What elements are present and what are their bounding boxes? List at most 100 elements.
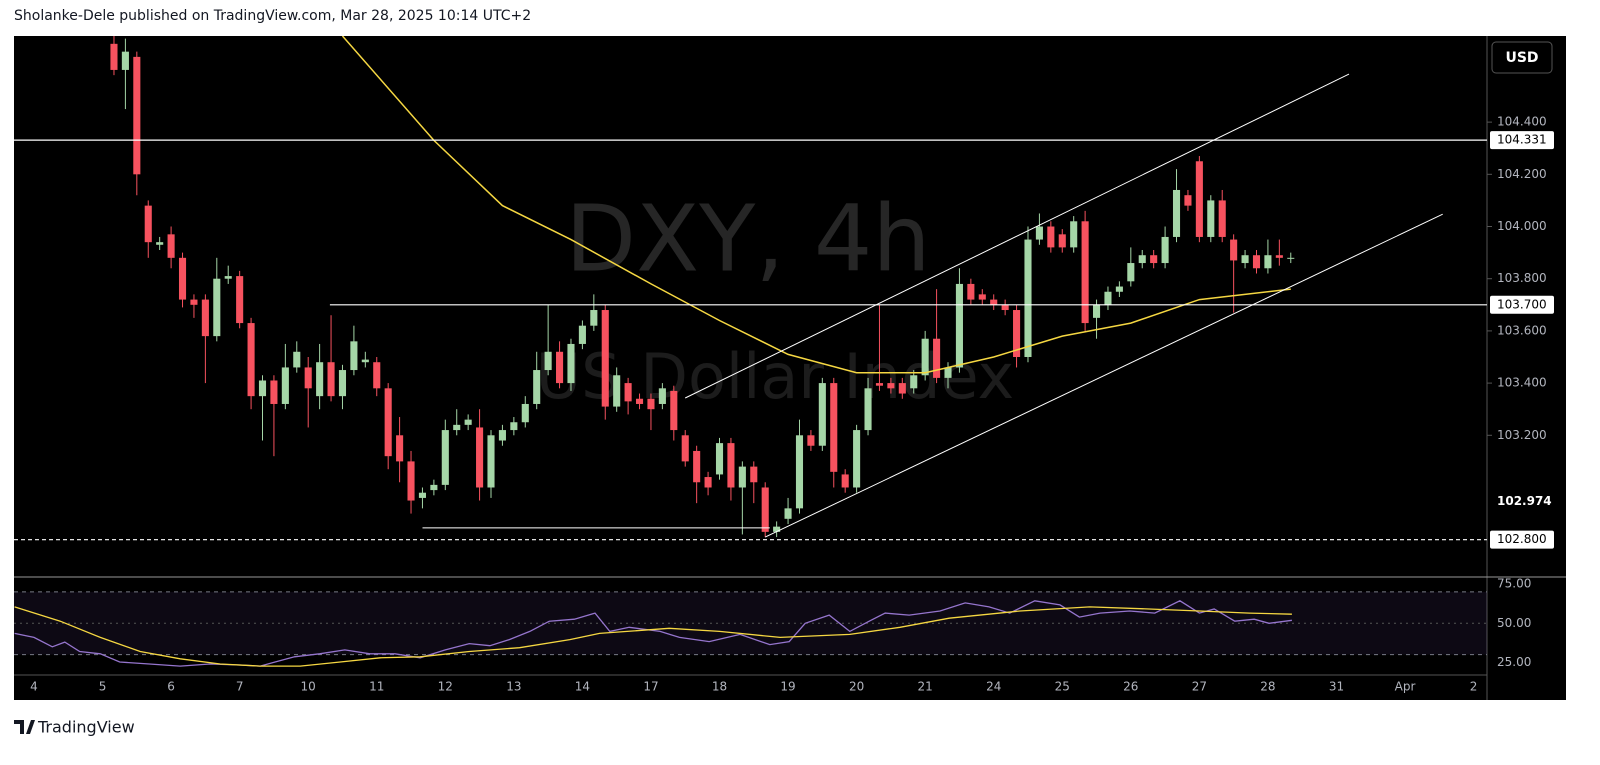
candle-body — [658, 388, 666, 404]
candle-body — [807, 435, 815, 446]
y-tick-label: 104.400 — [1497, 115, 1547, 129]
candle-body — [1058, 234, 1066, 248]
y-tick-label: 103.600 — [1497, 323, 1547, 337]
candle-body — [304, 367, 312, 389]
candle-body — [156, 242, 164, 245]
candle-body — [533, 370, 541, 404]
candle-body — [955, 283, 963, 368]
y-tick-label: 25.00 — [1497, 655, 1531, 669]
candle-body — [1013, 310, 1021, 357]
x-tick-label: 18 — [712, 680, 727, 694]
candle-body — [1070, 221, 1078, 248]
candle-body — [1024, 239, 1032, 357]
x-tick-label: 27 — [1192, 680, 1207, 694]
candle-body — [864, 388, 872, 431]
candle-body — [738, 466, 746, 488]
candle-body — [430, 484, 438, 491]
price-label-box — [1490, 530, 1554, 549]
current-price-label: 102.974 — [1497, 494, 1552, 508]
y-tick-label: 75.00 — [1497, 577, 1531, 591]
candle-body — [110, 43, 118, 70]
candle-body — [1081, 221, 1089, 324]
candle-body — [190, 299, 198, 305]
candle-body — [556, 351, 564, 384]
x-tick-label: 17 — [643, 680, 658, 694]
y-tick-label: 50.00 — [1497, 616, 1531, 630]
y-tick-label: 104.000 — [1497, 219, 1547, 233]
price-label-box — [1490, 295, 1554, 314]
candle-body — [1035, 226, 1043, 240]
candle-body — [384, 388, 392, 457]
x-tick-label: 6 — [167, 680, 175, 694]
candle-body — [1138, 255, 1146, 264]
price-label-box — [1490, 131, 1554, 150]
candle-body — [1275, 255, 1283, 258]
candle-body — [1047, 226, 1055, 248]
candle-body — [1092, 304, 1101, 318]
y-tick-label: 103.800 — [1497, 271, 1547, 285]
candle-body — [715, 443, 724, 475]
price-label: 103.700 — [1497, 297, 1547, 311]
candle-body — [1241, 255, 1249, 264]
candle-body — [887, 383, 895, 389]
candle-body — [281, 367, 289, 404]
candle-body — [236, 276, 244, 324]
plot-area — [110, 36, 1443, 538]
candle-body — [1161, 236, 1169, 264]
candle-body — [1127, 263, 1135, 282]
candle-body — [853, 430, 861, 488]
candle-body — [601, 310, 609, 407]
candle-body — [1150, 255, 1158, 264]
candle-body — [681, 435, 689, 462]
candle-body — [727, 443, 735, 488]
candle-body — [921, 338, 929, 376]
candle-body — [201, 299, 209, 337]
candle-body — [338, 370, 347, 397]
x-tick-label: 11 — [369, 680, 384, 694]
candle-body — [1104, 291, 1112, 305]
candle-body — [498, 430, 506, 441]
x-tick-label: 26 — [1123, 680, 1138, 694]
currency-label[interactable]: USD — [1505, 50, 1538, 66]
indicator-line — [14, 606, 1292, 667]
x-tick-label: 5 — [99, 680, 107, 694]
candle-body — [1218, 200, 1226, 237]
currency-button[interactable] — [1491, 41, 1553, 74]
candle-body — [784, 508, 792, 519]
x-tick-label: 19 — [780, 680, 795, 694]
candle-body — [487, 435, 495, 488]
candle-body — [418, 492, 426, 498]
candle-body — [544, 351, 552, 371]
candle-body — [247, 323, 255, 397]
candle-body — [990, 299, 998, 305]
moving-average — [341, 36, 1291, 374]
candle-body — [1195, 161, 1203, 237]
candle-body — [258, 380, 267, 397]
candle-body — [213, 278, 221, 337]
x-tick-label: 13 — [506, 680, 521, 694]
candle-body — [910, 375, 918, 389]
candle-body — [1172, 189, 1181, 237]
y-tick-label: 103.200 — [1497, 428, 1547, 442]
candle-body — [933, 338, 941, 378]
candle-body — [133, 56, 141, 175]
candle-body — [1287, 257, 1295, 259]
candle-body — [761, 487, 769, 532]
band-fill — [14, 591, 1487, 655]
y-tick-label: 103.400 — [1497, 376, 1547, 390]
candle-body — [1230, 239, 1238, 261]
candle-body — [350, 341, 358, 371]
price-label: 102.800 — [1497, 532, 1547, 546]
candle-body — [144, 205, 152, 243]
candle-body — [875, 383, 884, 386]
watermark-symbol: DXY, 4h — [565, 185, 930, 292]
candle-body — [441, 430, 449, 485]
candle-body — [270, 380, 278, 404]
candle-body — [521, 403, 529, 423]
candle-body — [750, 466, 758, 483]
candle-body — [635, 398, 644, 404]
candle-body — [407, 461, 415, 501]
candle-body — [178, 257, 187, 300]
